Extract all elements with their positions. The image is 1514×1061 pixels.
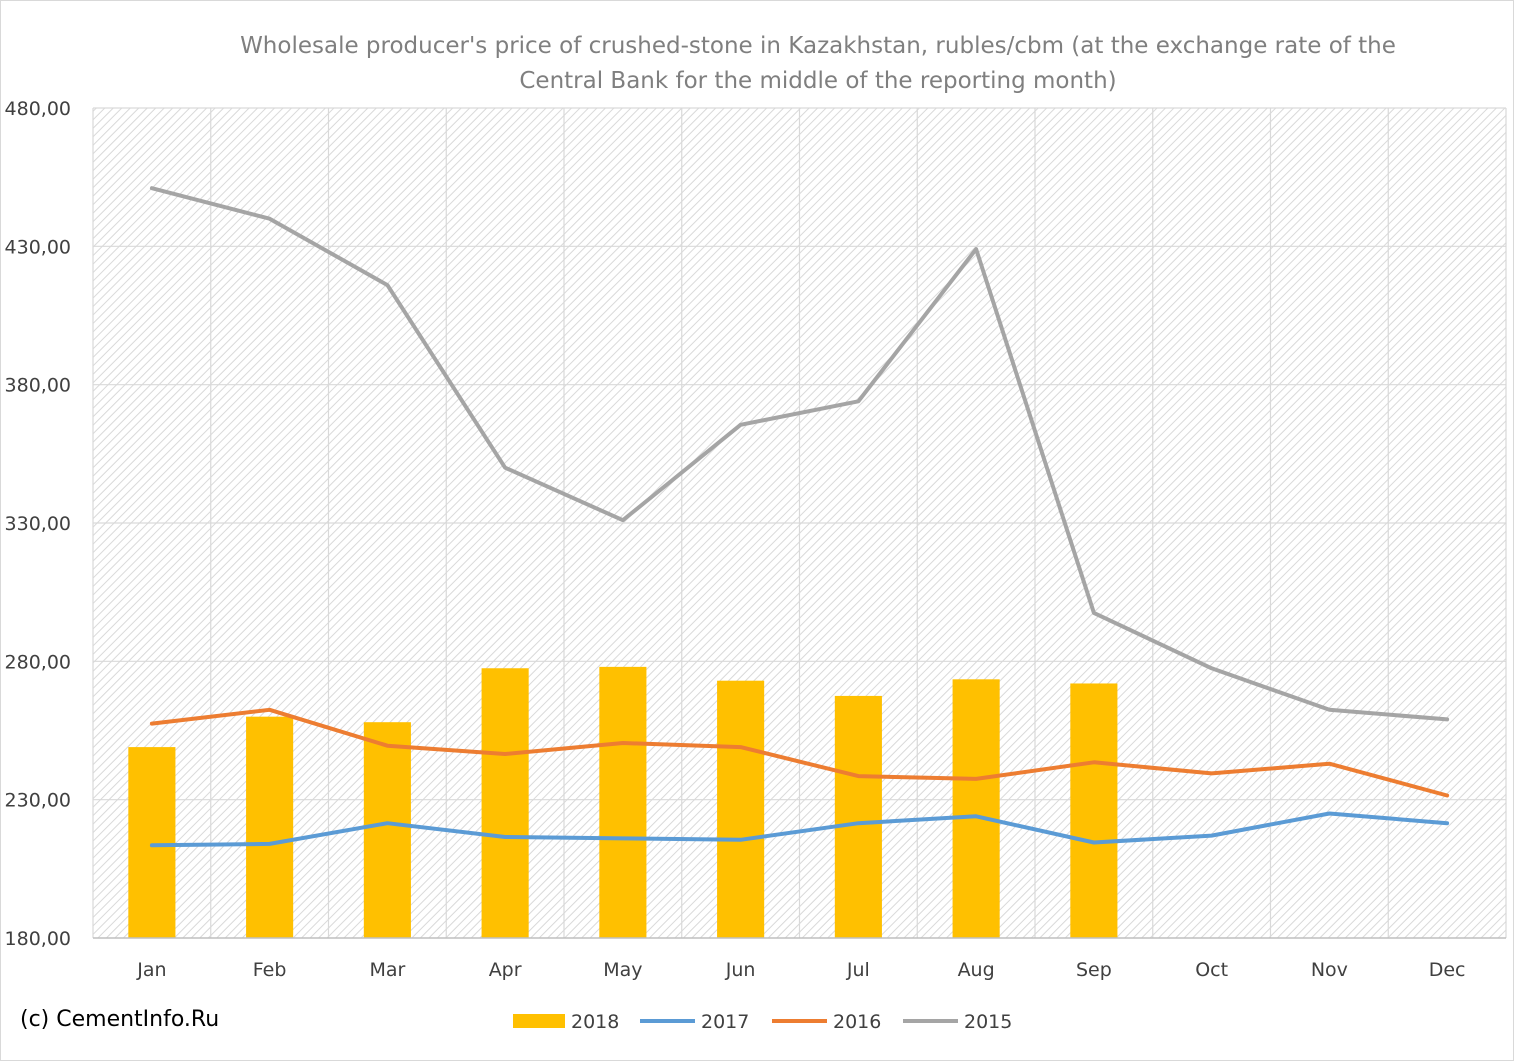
x-tick-label-nov: Nov xyxy=(1311,959,1348,981)
x-tick-label-oct: Oct xyxy=(1195,959,1228,981)
x-tick-label-dec: Dec xyxy=(1429,959,1466,981)
legend-swatch-2018 xyxy=(513,1014,565,1028)
x-tick-label-sep: Sep xyxy=(1076,959,1112,981)
y-tick-label: 480,00 xyxy=(5,98,71,120)
copyright-text: (c) CementInfo.Ru xyxy=(20,1007,219,1032)
bar-2018-jan xyxy=(128,747,176,938)
y-axis-tick-labels: 180,00 230,00 280,00 330,00 380,00 430,00 480,… xyxy=(5,98,71,950)
bar-2018-sep xyxy=(1070,683,1118,938)
line-series xyxy=(149,186,1450,848)
bar-2018-feb xyxy=(246,716,294,938)
bar-series-2018 xyxy=(128,666,1118,938)
chart-title-line-1: Wholesale producer's price of crushed-st… xyxy=(240,33,1396,59)
bar-2018-apr xyxy=(481,668,529,938)
x-tick-label-apr: Apr xyxy=(489,959,522,981)
line-series-2016 xyxy=(149,707,1450,798)
chart-title-line-2: Central Bank for the middle of the repor… xyxy=(519,68,1116,94)
x-gridlines xyxy=(92,108,1507,938)
x-tick-label-jul: Jul xyxy=(846,959,870,981)
x-tick-label-jan: Jan xyxy=(136,959,166,981)
x-tick-label-aug: Aug xyxy=(958,959,995,981)
y-tick-label: 380,00 xyxy=(5,375,71,397)
y-tick-label: 180,00 xyxy=(5,928,71,950)
line-series-2017 xyxy=(149,811,1450,848)
y-tick-label: 330,00 xyxy=(5,513,71,535)
line-series-2015 xyxy=(149,186,1450,722)
x-tick-label-feb: Feb xyxy=(253,959,287,981)
bar-2018-mar xyxy=(363,722,411,938)
y-tick-label: 230,00 xyxy=(5,790,71,812)
x-tick-label-may: May xyxy=(603,959,642,981)
x-tick-label-mar: Mar xyxy=(369,959,405,981)
legend-label-2017: 2017 xyxy=(701,1011,749,1033)
x-axis-tick-labels: Jan Feb Mar Apr May Jun Jul Aug Sep Oct Nov Dec xyxy=(136,959,1465,981)
legend-label-2016: 2016 xyxy=(833,1011,881,1033)
legend: 2018 2017 2016 2015 xyxy=(513,1011,1012,1033)
y-tick-label: 280,00 xyxy=(5,651,71,673)
bar-2018-jul xyxy=(834,695,882,938)
legend-label-2018: 2018 xyxy=(571,1011,619,1033)
bar-2018-aug xyxy=(952,679,1000,938)
x-tick-label-jun: Jun xyxy=(725,959,756,981)
y-tick-label: 430,00 xyxy=(5,236,71,258)
bar-2018-jun xyxy=(717,680,765,938)
legend-label-2015: 2015 xyxy=(964,1011,1012,1033)
bar-2018-may xyxy=(599,666,647,938)
